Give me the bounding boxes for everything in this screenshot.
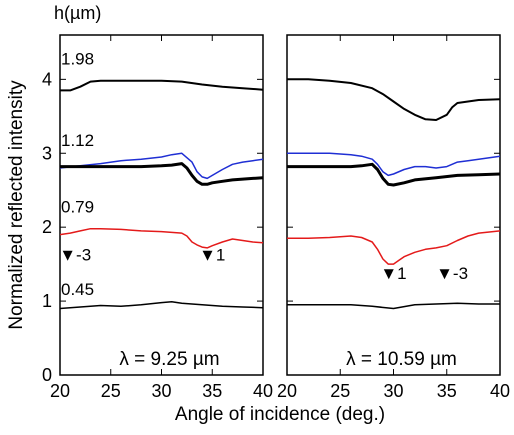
x-tick-label: 30 (151, 381, 171, 401)
x-axis-label: Angle of incidence (deg.) (175, 404, 385, 425)
wavelength-annotation: λ = 9.25 µm (119, 349, 219, 370)
series-label: 1.12 (61, 131, 94, 150)
series-line-2 (287, 162, 501, 187)
y-axis-label: Normalized reflected intensity (6, 80, 27, 330)
y-tick-label: 4 (42, 69, 52, 89)
shared-labels: Angle of incidence (deg.) Normalized refl… (6, 80, 385, 425)
x-tick-label: 40 (253, 381, 273, 401)
x-tick-label: 25 (330, 381, 350, 401)
right-panel: 20 25 30 35 40 ▼1 ▼-3 λ = 10.59 µm (277, 34, 510, 401)
series-line-3 (287, 230, 501, 265)
left-panel: 20 25 30 35 40 0 1 2 3 4 1.98 1.12 0.79 0.45 ▼-3 ▼1 λ = … (42, 3, 273, 401)
y-tick-label: 2 (42, 217, 52, 237)
series-label: 0.79 (61, 197, 94, 216)
y-tick-label: 1 (42, 291, 52, 311)
series-line-4 (59, 301, 264, 310)
series-line-3 (59, 227, 264, 249)
x-tick-label: 30 (383, 381, 403, 401)
wavelength-annotation: λ = 10.59 µm (346, 349, 457, 370)
series-line-0 (287, 78, 501, 121)
x-tick-label: 35 (437, 381, 457, 401)
x-tick-label: 35 (202, 381, 222, 401)
series-line-1 (287, 152, 501, 177)
series-line-2 (60, 162, 264, 186)
y-tick-label: 3 (42, 143, 52, 163)
series-line-4 (287, 302, 500, 310)
order-marker: ▼1 (380, 264, 406, 283)
order-marker: ▼-3 (436, 264, 468, 283)
y-tick-label: 0 (42, 365, 52, 385)
order-marker: ▼-3 (59, 245, 91, 264)
series-line-1 (59, 152, 264, 180)
plot-frame (286, 34, 501, 376)
x-tick-label: 20 (50, 381, 70, 401)
series-label: 0.45 (61, 280, 94, 299)
series-label: 1.98 (61, 50, 94, 69)
order-marker: ▼1 (199, 245, 225, 264)
x-tick-label: 20 (277, 381, 297, 401)
x-tick-label: 40 (490, 381, 510, 401)
unit-label: h(µm) (54, 3, 101, 23)
series-line-0 (60, 79, 264, 92)
x-tick-label: 25 (101, 381, 121, 401)
